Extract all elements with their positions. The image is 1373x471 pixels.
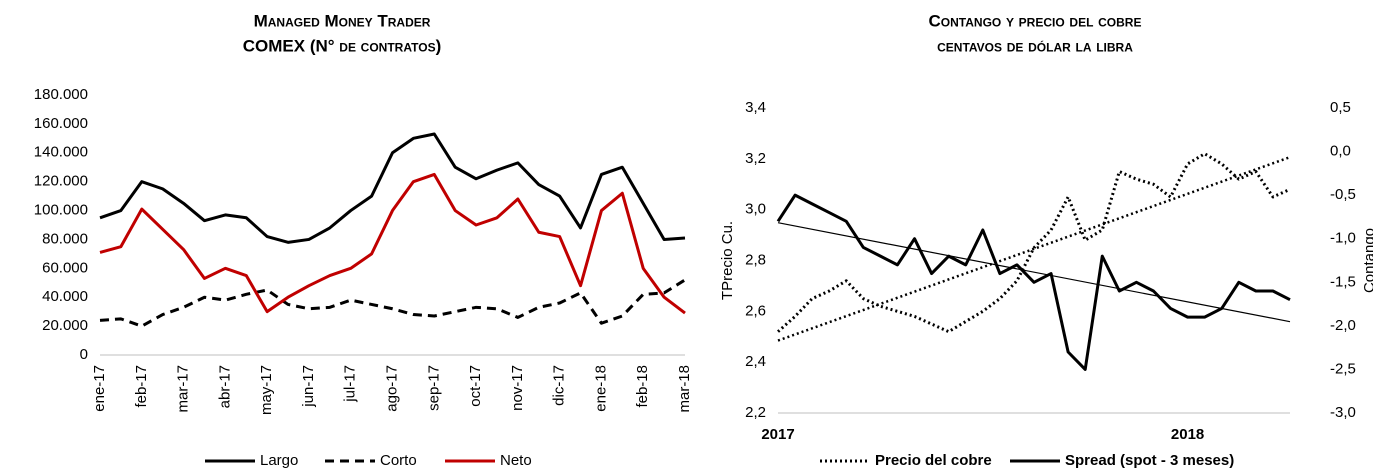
x-tick-label: ene-18 [592,365,609,412]
y-tick-label: 80.000 [42,230,88,247]
x-tick-label: abr-17 [216,365,233,408]
y-tick-label: 120.000 [34,173,88,190]
chart-title: COMEX (N° de contratos) [243,36,441,55]
y-tick-label: 2,6 [745,302,766,319]
y-tick-label: 60.000 [42,259,88,276]
series-line [99,172,686,315]
y-tick-label: 3,4 [745,99,766,116]
y-tick-label: 180.000 [34,86,88,103]
x-tick-label: jun-17 [300,365,317,408]
x-tick-label: mar-17 [175,365,192,413]
x-tick-label: ene-17 [91,365,108,412]
y-tick-label: 3,2 [745,150,766,167]
legend-label: Neto [500,452,532,469]
legend-label: Largo [260,452,298,469]
y2-tick-label: 0,5 [1330,99,1351,116]
y2-tick-label: -2,5 [1330,360,1356,377]
x-tick-label: ago-17 [383,365,400,412]
series-line [99,132,686,244]
chart-title: Managed Money Trader [254,11,431,30]
x-tick-label: dic-17 [551,365,568,406]
y-tick-label: 40.000 [42,288,88,305]
y-tick-label: 2,2 [745,404,766,421]
x-tick-label: feb-18 [634,365,651,408]
series-line [776,193,1291,371]
chart-title: Contango y precio del cobre [929,11,1142,30]
y-tick-label: 100.000 [34,202,88,219]
y-tick-label: 2,8 [745,251,766,268]
series-line [777,152,1291,334]
trendline [777,155,1291,342]
x-tick-label: oct-17 [467,365,484,407]
legend-label: Corto [380,452,417,469]
legend-label: Spread (spot - 3 meses) [1065,452,1234,469]
x-tick-label: 2017 [761,426,794,443]
y2-tick-label: 0,0 [1330,143,1351,160]
y-tick-label: 160.000 [34,115,88,132]
x-tick-label: jul-17 [342,365,359,403]
y-tick-label: 3,0 [745,201,766,218]
y-tick-label: 0 [80,346,88,363]
series-line [99,278,686,328]
y2-tick-label: -1,0 [1330,230,1356,247]
y2-tick-label: -0,5 [1330,186,1356,203]
y2-tick-label: -3,0 [1330,404,1356,421]
x-tick-label: sep-17 [425,365,442,411]
y2-tick-label: -2,0 [1330,317,1356,334]
x-tick-label: mar-18 [676,365,693,413]
y2-tick-label: -1,5 [1330,273,1356,290]
trendline [777,222,1291,323]
x-tick-label: feb-17 [133,365,150,408]
y-tick-label: 140.000 [34,144,88,161]
x-tick-label: nov-17 [509,365,526,411]
y2-axis-label: Contango [1361,228,1373,293]
chart-title: centavos de dólar la libra [937,36,1133,55]
x-tick-label: may-17 [258,365,275,415]
x-tick-label: 2018 [1171,426,1204,443]
y-axis-label: TPrecio Cu. [719,221,736,300]
y-tick-label: 2,4 [745,353,766,370]
y-tick-label: 20.000 [42,317,88,334]
legend-label: Precio del cobre [875,452,992,469]
